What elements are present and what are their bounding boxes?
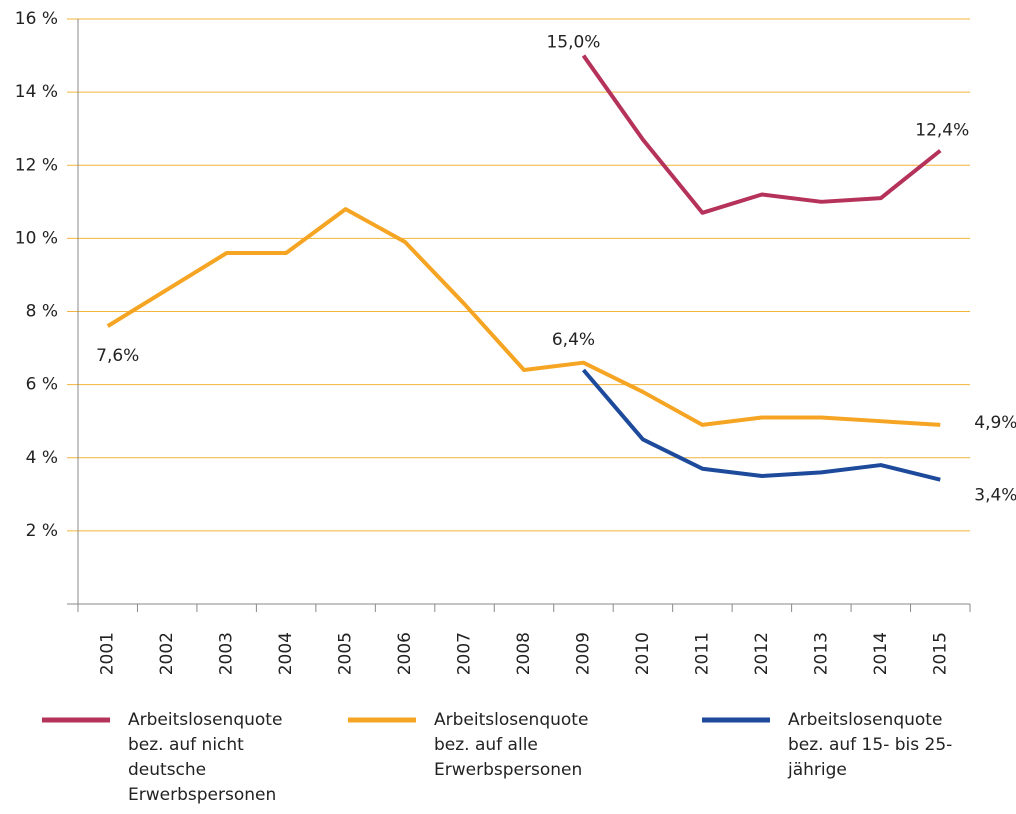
x-tick-label: 2001	[98, 632, 118, 675]
x-tick-label: 2009	[573, 632, 593, 675]
series-line	[581, 368, 941, 482]
series-line	[581, 54, 942, 215]
x-tick-label: 2005	[336, 632, 356, 675]
legend-label: Arbeitslosenquote bez. auf nicht deutsch…	[128, 710, 283, 805]
y-tick-label: 10 %	[15, 228, 58, 248]
x-tick-label: 2004	[276, 632, 296, 675]
y-tick-label: 14 %	[15, 82, 58, 102]
x-tick-label: 2010	[633, 632, 653, 675]
y-tick-label: 4 %	[26, 448, 58, 468]
value-label: 12,4%	[915, 121, 969, 141]
x-tick-label: 2014	[871, 632, 891, 675]
series-line	[106, 207, 941, 427]
x-tick-label: 2002	[157, 632, 177, 675]
x-tick-label: 2011	[692, 632, 712, 675]
x-tick-label: 2012	[752, 632, 772, 675]
legend-label: Arbeitslosenquote bez. auf alle Erwerbsp…	[434, 710, 589, 780]
value-label: 6,4%	[552, 330, 595, 350]
value-label: 3,4%	[974, 486, 1016, 506]
x-tick-label: 2015	[930, 632, 950, 675]
y-tick-label: 8 %	[26, 302, 58, 322]
y-tick-label: 12 %	[15, 155, 58, 175]
value-label: 4,9%	[974, 413, 1016, 433]
x-tick-label: 2008	[514, 632, 534, 675]
x-tick-label: 2013	[811, 632, 831, 675]
y-tick-label: 16 %	[15, 9, 58, 29]
x-tick-label: 2007	[455, 632, 475, 675]
value-label: 7,6%	[96, 346, 139, 366]
x-tick-label: 2006	[395, 632, 415, 675]
value-label: 15,0%	[546, 33, 600, 53]
x-tick-label: 2003	[217, 632, 237, 675]
legend-label: Arbeitslosenquote bez. auf 15- bis 25-jä…	[788, 710, 953, 780]
y-tick-label: 6 %	[26, 375, 58, 395]
y-tick-label: 2 %	[26, 521, 58, 541]
